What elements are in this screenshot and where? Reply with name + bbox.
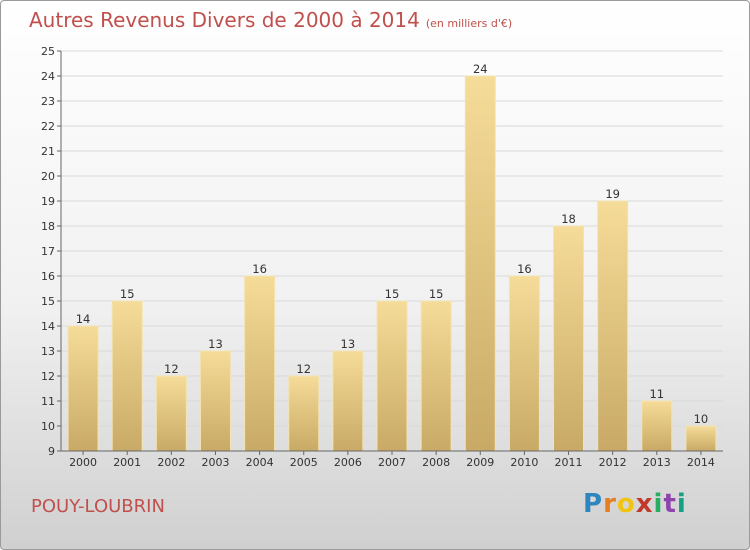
y-tick-label: 12 xyxy=(41,370,55,383)
x-tick-label: 2004 xyxy=(246,456,274,469)
y-tick-label: 24 xyxy=(41,70,55,83)
x-tick-label: 2002 xyxy=(157,456,185,469)
bar-value-label: 11 xyxy=(649,387,664,401)
y-tick-label: 20 xyxy=(41,170,55,183)
y-tick-label: 15 xyxy=(41,295,55,308)
x-tick-label: 2005 xyxy=(290,456,318,469)
y-tick-label: 10 xyxy=(41,420,55,433)
x-tick-label: 2010 xyxy=(510,456,538,469)
y-tick-label: 19 xyxy=(41,195,55,208)
bar-value-label: 24 xyxy=(473,62,488,76)
bar-value-label: 13 xyxy=(208,337,223,351)
y-tick-label: 11 xyxy=(41,395,55,408)
y-tick-label: 22 xyxy=(41,120,55,133)
bar-value-label: 16 xyxy=(517,262,532,276)
x-tick-label: 2003 xyxy=(201,456,229,469)
town-name: POUY-LOUBRIN xyxy=(31,496,165,517)
x-tick-label: 2012 xyxy=(599,456,627,469)
bar xyxy=(288,375,320,452)
chart-title: Autres Revenus Divers de 2000 à 2014 (en … xyxy=(29,8,512,32)
x-tick-label: 2011 xyxy=(555,456,583,469)
x-tick-label: 2001 xyxy=(113,456,141,469)
x-tick-label: 2014 xyxy=(687,456,715,469)
bar xyxy=(420,300,452,452)
bar xyxy=(111,300,143,452)
y-tick-label: 18 xyxy=(41,220,55,233)
bar xyxy=(332,350,364,452)
y-tick-label: 13 xyxy=(41,345,55,358)
bar-value-label: 13 xyxy=(341,337,356,351)
bar-value-label: 12 xyxy=(164,362,179,376)
bar-value-label: 18 xyxy=(561,212,576,226)
y-tick-label: 17 xyxy=(41,245,55,258)
bar-value-label: 19 xyxy=(605,187,620,201)
x-tick-label: 2000 xyxy=(69,456,97,469)
x-tick-label: 2007 xyxy=(378,456,406,469)
bar xyxy=(685,425,717,452)
bar-value-label: 15 xyxy=(385,287,400,301)
bar xyxy=(244,275,276,452)
bar-value-label: 15 xyxy=(120,287,135,301)
y-tick-label: 21 xyxy=(41,145,55,158)
bar xyxy=(508,275,540,452)
y-tick-label: 14 xyxy=(41,320,55,333)
bar-value-label: 16 xyxy=(252,262,267,276)
y-tick-label: 16 xyxy=(41,270,55,283)
y-tick-label: 25 xyxy=(41,45,55,58)
chart-title-text: Autres Revenus Divers de 2000 à 2014 xyxy=(29,8,420,32)
bar xyxy=(464,75,496,452)
bar xyxy=(641,400,673,452)
bar xyxy=(67,325,99,452)
proxiti-logo[interactable]: Proxiti xyxy=(583,489,687,519)
bar-value-label: 15 xyxy=(429,287,444,301)
x-tick-label: 2009 xyxy=(466,456,494,469)
chart-subtitle: (en milliers d'€) xyxy=(425,17,513,30)
x-tick-label: 2006 xyxy=(334,456,362,469)
bar xyxy=(155,375,187,452)
bar xyxy=(597,200,629,452)
x-tick-label: 2008 xyxy=(422,456,450,469)
bar xyxy=(376,300,408,452)
bar-value-label: 12 xyxy=(296,362,311,376)
bar-value-label: 14 xyxy=(76,312,91,326)
bar xyxy=(553,225,585,452)
x-tick-label: 2013 xyxy=(643,456,671,469)
bar-value-label: 10 xyxy=(694,412,709,426)
y-tick-label: 23 xyxy=(41,95,55,108)
bar xyxy=(199,350,231,452)
y-tick-label: 9 xyxy=(48,445,55,458)
